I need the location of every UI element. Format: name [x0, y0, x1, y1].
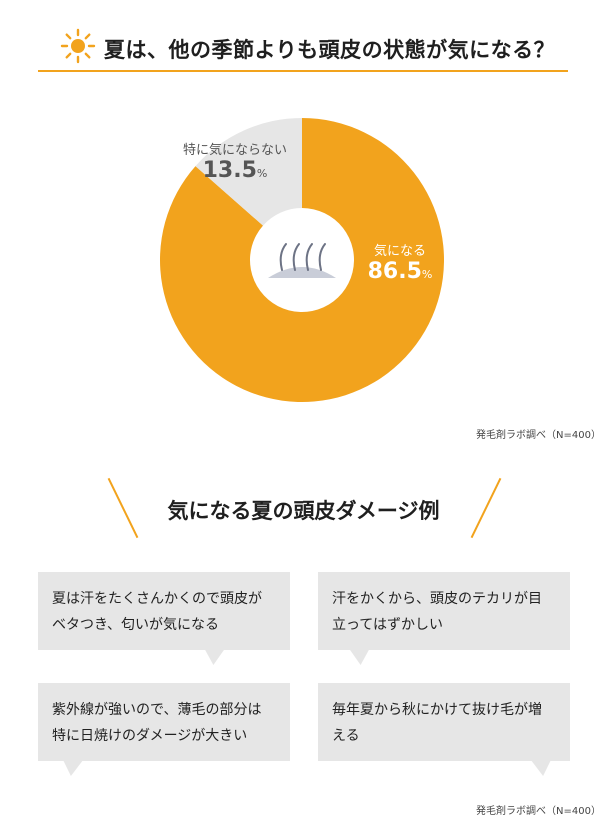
speech-bubble: 紫外線が強いので、薄毛の部分は 特に日焼けのダメージが大きい	[38, 683, 290, 761]
slice-name-not-concerned: 特に気にならない	[182, 143, 287, 158]
donut-chart: 特に気にならない 13.5% 気になる 86.5% 発毛剤ラボ調べ（N=400）	[159, 118, 601, 441]
bubble-text-line: 夏は汗をたくさんかくので頭皮が	[52, 591, 262, 607]
speech-bubble-tail	[195, 649, 225, 665]
scalp-hair-icon	[268, 243, 336, 278]
speech-bubble-tail	[525, 760, 551, 776]
slice-label-concerned: 気になる 86.5%	[350, 240, 450, 284]
speech-bubble: 汗をかくから、頭皮のテカリが目 立ってはずかしい	[318, 572, 570, 650]
sun-icon	[60, 28, 96, 64]
speech-bubble: 夏は汗をたくさんかくので頭皮が ベタつき、匂いが気になる	[38, 572, 290, 650]
pie-slice	[159, 118, 444, 402]
slice-unit-concerned: %	[421, 268, 433, 281]
slice-name-concerned: 気になる	[373, 244, 426, 259]
bubble-text-line: 特に日焼けのダメージが大きい	[52, 728, 248, 744]
slice-label-not-concerned: 特に気にならない 13.5%	[165, 139, 305, 183]
bubble-text-line: 紫外線が強いので、薄毛の部分は	[52, 702, 262, 718]
title-underline	[38, 70, 568, 72]
section-title: 気になる夏の頭皮ダメージ例	[167, 499, 440, 523]
page-title: 夏は、他の季節よりも頭皮の状態が気になる？	[104, 38, 556, 62]
donut-chart-svg	[159, 118, 444, 402]
bubble-text-line: ベタつき、匂いが気になる	[52, 617, 220, 633]
bubble-text-line: 立ってはずかしい	[332, 617, 444, 633]
speech-bubble-tail	[349, 649, 379, 665]
bubble-text-line: 汗をかくから、頭皮のテカリが目	[332, 591, 542, 607]
bubble-text-line: 毎年夏から秋にかけて抜け毛が増	[332, 702, 542, 718]
bubble-text-line: える	[332, 728, 360, 744]
slice-unit-not-concerned: %	[256, 167, 268, 180]
source-note: 発毛剤ラボ調べ（N=400）	[476, 430, 601, 441]
speech-bubble-tail	[63, 760, 89, 776]
slice-value-not-concerned: 13.5	[202, 158, 257, 183]
slice-value-concerned: 86.5	[367, 259, 422, 284]
speech-bubble: 毎年夏から秋にかけて抜け毛が増 える	[318, 683, 570, 761]
pie-slice	[195, 118, 302, 226]
header: 夏は、他の季節よりも頭皮の状態が気になる？	[38, 14, 568, 72]
source-note: 発毛剤ラボ調べ（N=400）	[476, 806, 601, 817]
